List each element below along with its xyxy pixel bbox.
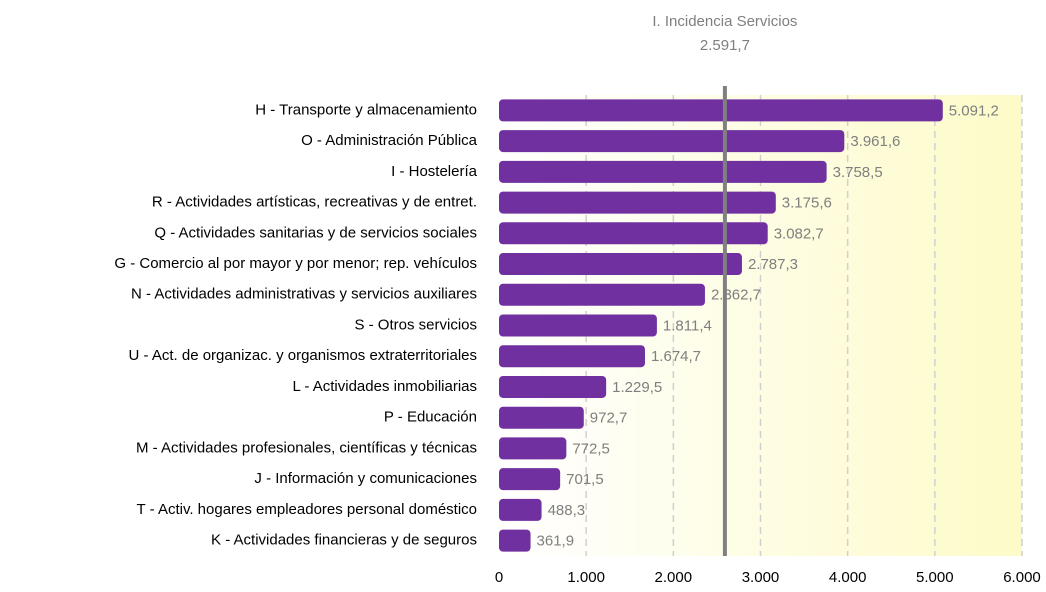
bar: [499, 437, 567, 460]
value-label: 972,7: [590, 410, 628, 427]
bar: [499, 498, 542, 521]
value-label: 772,5: [572, 440, 610, 457]
y-tick-label: M - Actividades profesionales, científic…: [136, 439, 477, 456]
y-tick-label: T - Activ. hogares empleadores personal …: [137, 501, 477, 518]
value-label: 1.811,4: [663, 317, 712, 334]
bar: [499, 314, 657, 337]
y-tick-label: L - Actividades inmobiliarias: [292, 378, 477, 395]
value-label: 2.787,3: [748, 256, 798, 273]
x-tick-label: 1.000: [567, 569, 605, 586]
bar: [499, 406, 584, 429]
y-tick-label: O - Administración Pública: [301, 132, 478, 149]
x-tick-label: 6.000: [1003, 569, 1041, 586]
x-tick-label: 2.000: [655, 569, 693, 586]
bar: [499, 468, 561, 491]
bar: [499, 160, 827, 183]
y-tick-label: I - Hostelería: [391, 163, 478, 180]
y-tick-label: J - Información y comunicaciones: [254, 470, 477, 487]
bar: [499, 222, 768, 245]
value-label: 361,9: [537, 533, 575, 550]
bar: [499, 529, 531, 552]
x-tick-label: 5.000: [916, 569, 954, 586]
x-tick-label: 3.000: [742, 569, 780, 586]
value-label: 701,5: [566, 471, 604, 488]
value-label: 3.758,5: [833, 164, 883, 181]
x-tick-label: 0: [495, 569, 503, 586]
reference-label: I. Incidencia Servicios: [652, 13, 797, 30]
bar: [499, 130, 845, 153]
y-tick-label: G - Comercio al por mayor y por menor; r…: [114, 255, 477, 272]
y-tick-label: N - Actividades administrativas y servic…: [131, 286, 477, 303]
value-label: 1.229,5: [612, 379, 662, 396]
bar: [499, 253, 742, 276]
value-label: 1.674,7: [651, 348, 701, 365]
y-tick-label: U - Act. de organizac. y organismos extr…: [129, 347, 477, 364]
value-label: 488,3: [548, 502, 586, 519]
bar: [499, 283, 705, 306]
value-label: 3.175,6: [782, 195, 832, 212]
y-tick-label: K - Actividades financieras y de seguros: [211, 532, 477, 549]
y-tick-label: R - Actividades artísticas, recreativas …: [152, 194, 477, 211]
y-tick-label: H - Transporte y almacenamiento: [255, 101, 477, 118]
value-label: 2.362,7: [711, 287, 761, 304]
bar: [499, 345, 645, 368]
bar: [499, 375, 607, 398]
bar: [499, 191, 776, 214]
reference-value: 2.591,7: [700, 37, 750, 54]
value-label: 3.082,7: [774, 225, 824, 242]
value-label: 3.961,6: [850, 133, 900, 150]
y-tick-label: Q - Actividades sanitarias y de servicio…: [154, 224, 477, 241]
y-tick-label: P - Educación: [384, 409, 477, 426]
x-tick-label: 4.000: [829, 569, 867, 586]
value-label: 5.091,2: [949, 102, 999, 119]
y-tick-label: S - Otros servicios: [354, 316, 477, 333]
bar: [499, 99, 943, 122]
